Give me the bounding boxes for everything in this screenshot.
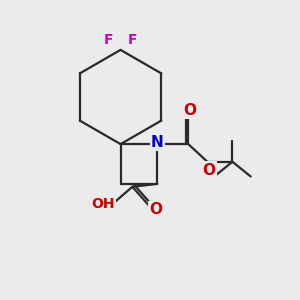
Text: F: F [128, 34, 138, 47]
Text: O: O [202, 163, 215, 178]
Text: OH: OH [92, 197, 115, 212]
Text: N: N [151, 135, 164, 150]
Text: O: O [183, 103, 196, 118]
Text: F: F [103, 34, 113, 47]
Text: O: O [149, 202, 162, 217]
